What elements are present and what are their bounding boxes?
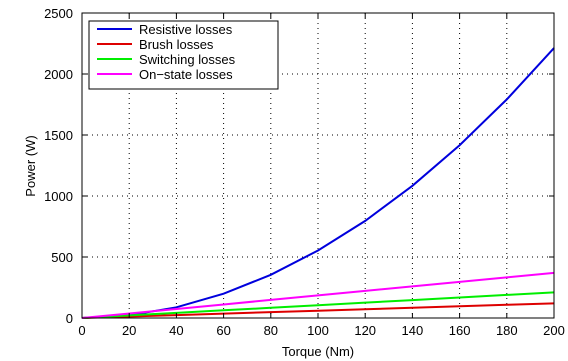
x-tick-label: 60 bbox=[216, 323, 230, 338]
tick-marks bbox=[81, 12, 555, 319]
legend-label: Resistive losses bbox=[139, 22, 233, 37]
x-tick-label: 120 bbox=[354, 323, 376, 338]
y-tick-labels: 0 500 1000 1500 2000 2500 bbox=[44, 6, 73, 326]
legend-label: Brush losses bbox=[139, 37, 214, 52]
x-tick-label: 180 bbox=[496, 323, 518, 338]
x-tick-label: 140 bbox=[402, 323, 424, 338]
legend-label: On−state losses bbox=[139, 67, 233, 82]
legend-label: Switching losses bbox=[139, 52, 236, 67]
x-tick-label: 80 bbox=[264, 323, 278, 338]
x-tick-label: 100 bbox=[307, 323, 329, 338]
x-axis-label: Torque (Nm) bbox=[282, 344, 354, 359]
x-tick-label: 160 bbox=[449, 323, 471, 338]
x-tick-label: 0 bbox=[78, 323, 85, 338]
x-tick-labels: 0 20 40 60 80 100 120 140 160 180 200 bbox=[78, 323, 564, 338]
x-tick-label: 40 bbox=[169, 323, 183, 338]
series-line bbox=[81, 302, 555, 319]
x-tick-label: 200 bbox=[543, 323, 565, 338]
y-tick-label: 1500 bbox=[44, 128, 73, 143]
y-tick-label: 500 bbox=[51, 250, 73, 265]
y-axis-label: Power (W) bbox=[23, 135, 38, 196]
series-lines bbox=[81, 47, 555, 319]
x-tick-label: 20 bbox=[122, 323, 136, 338]
y-tick-label: 1000 bbox=[44, 189, 73, 204]
series-line bbox=[81, 291, 555, 319]
y-tick-label: 0 bbox=[66, 311, 73, 326]
legend-box bbox=[88, 20, 279, 90]
series-line bbox=[81, 271, 555, 319]
y-tick-label: 2500 bbox=[44, 6, 73, 21]
y-tick-label: 2000 bbox=[44, 67, 73, 82]
